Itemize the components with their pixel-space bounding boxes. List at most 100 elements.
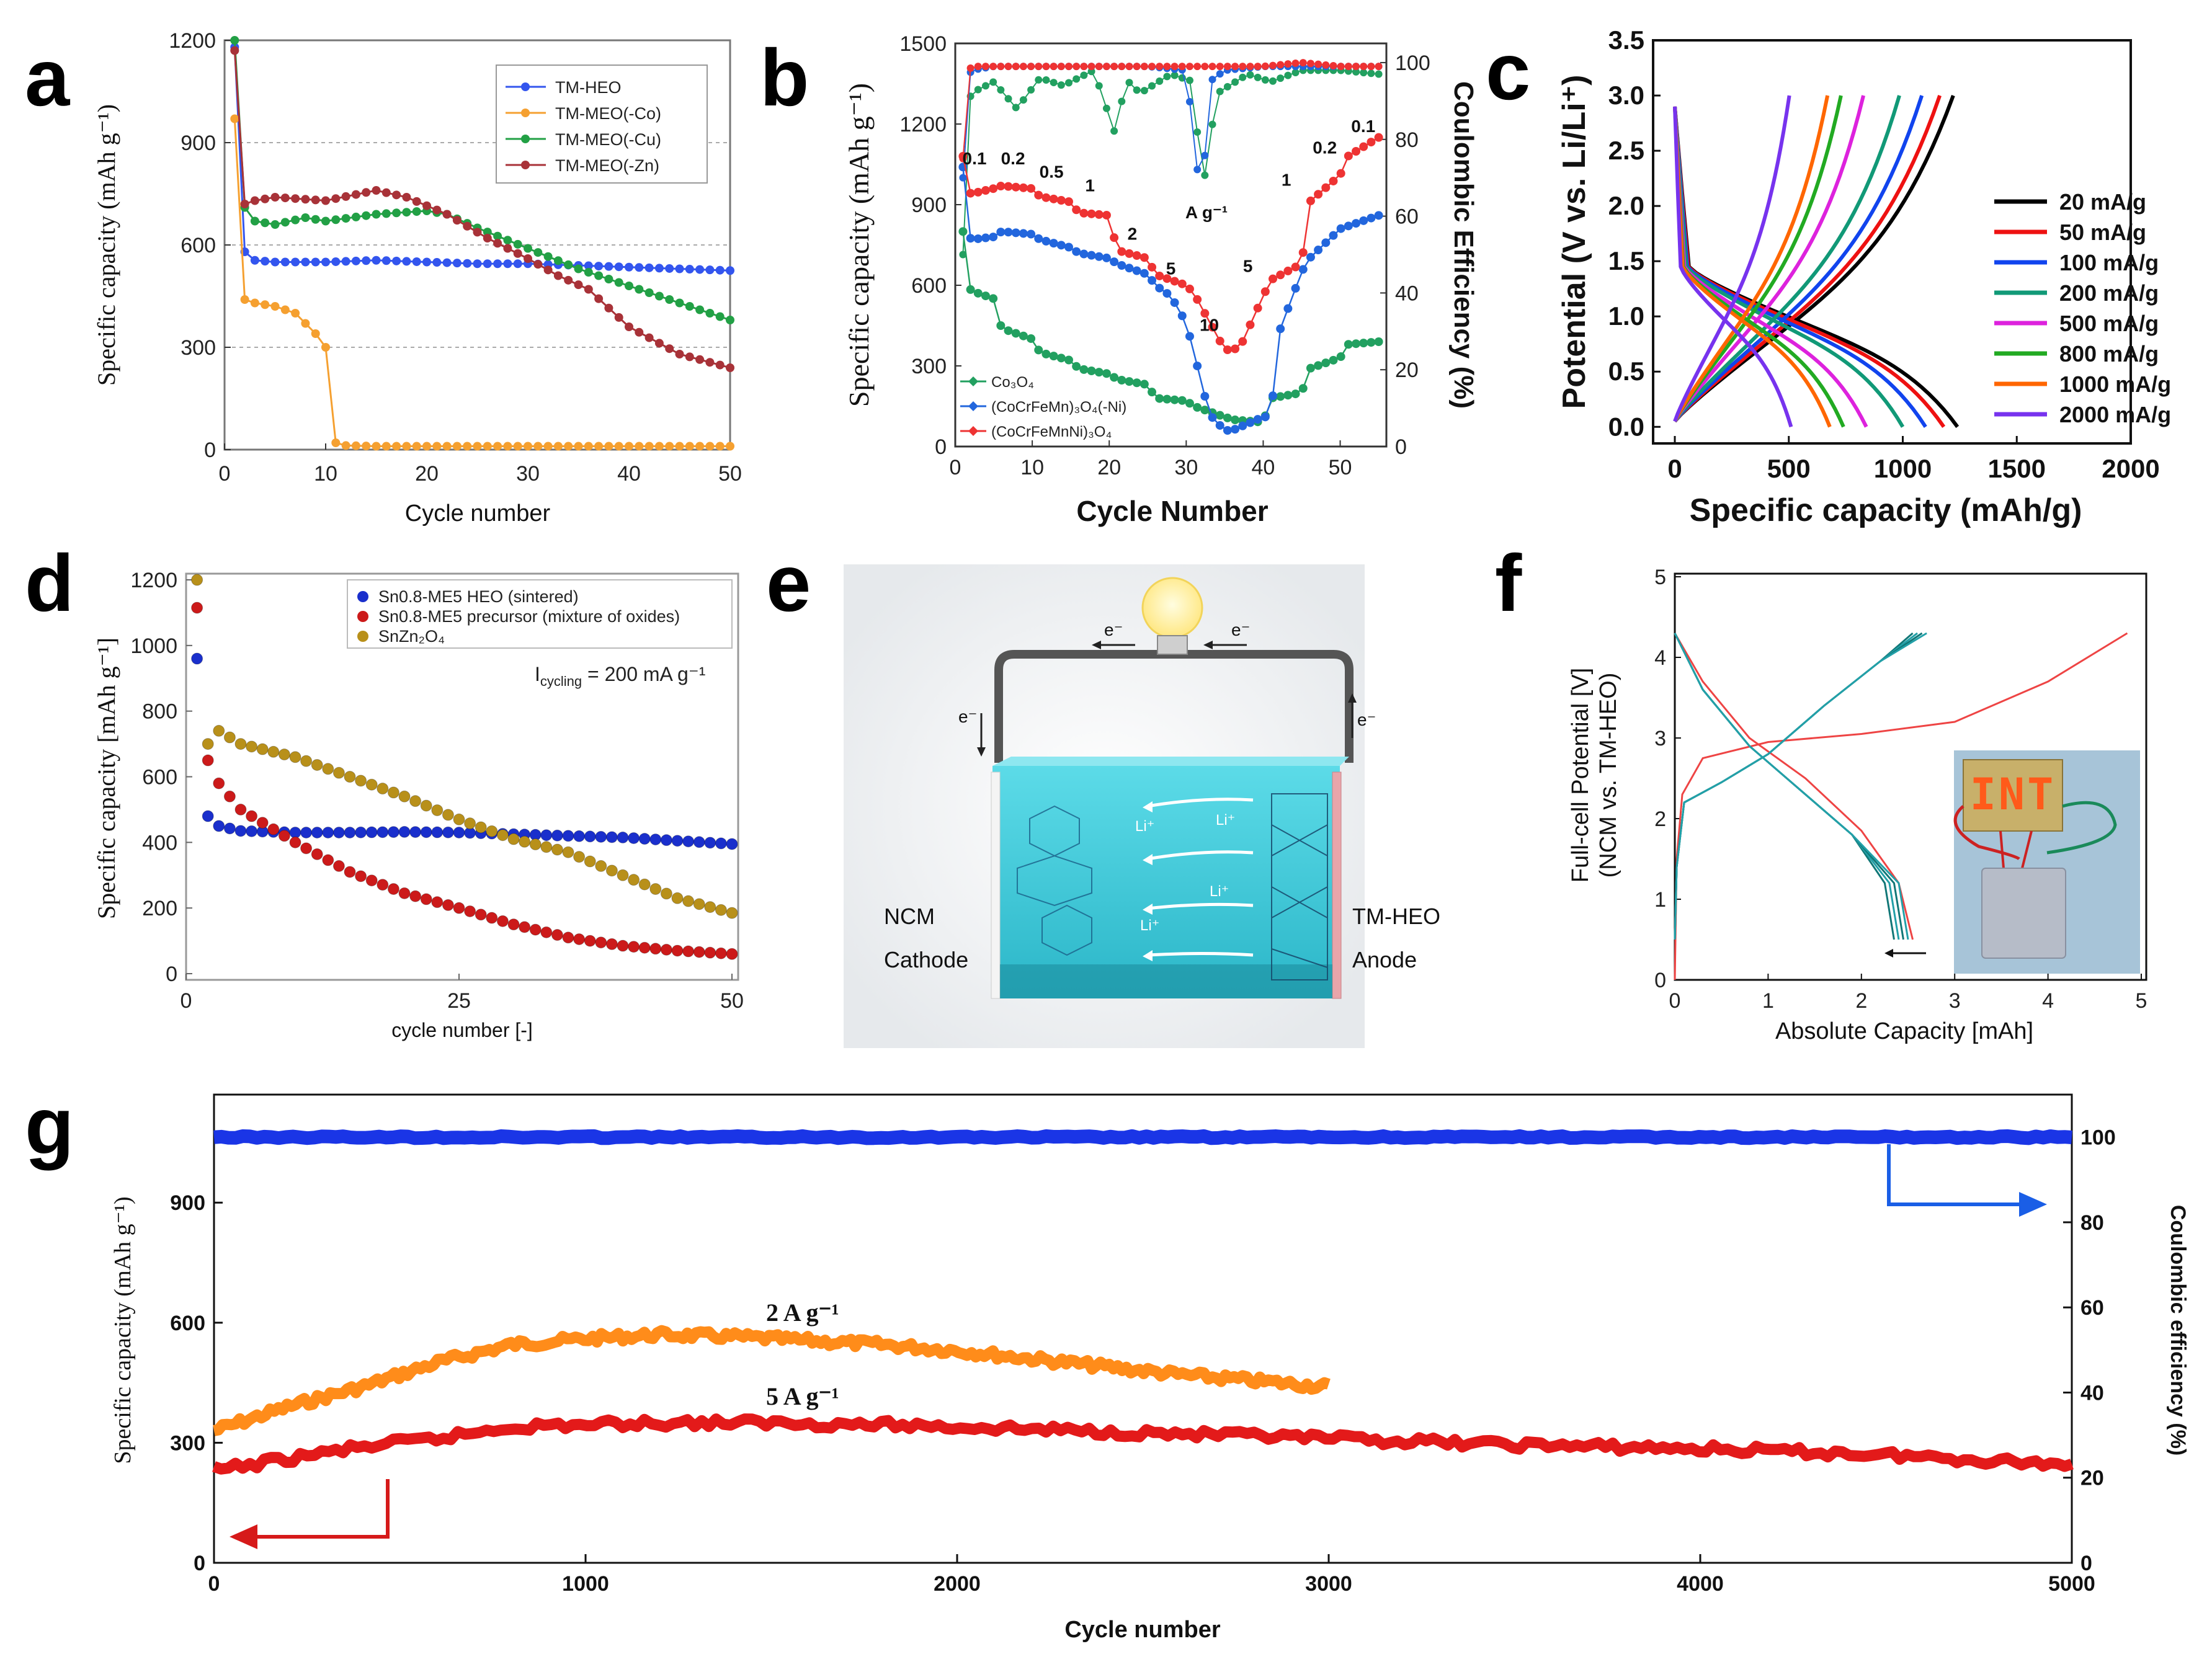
data-point	[715, 442, 725, 451]
x-tick-label: 1000	[1874, 454, 1932, 483]
data-point	[1359, 142, 1368, 151]
x-tick-label: 0	[181, 989, 192, 1013]
data-point	[715, 312, 725, 321]
anode-lattice	[1271, 793, 1328, 980]
data-point-1	[617, 940, 629, 952]
data-point-2	[387, 786, 399, 799]
legend-label: 800 mA/g	[2059, 341, 2159, 367]
data-point-2	[519, 835, 531, 848]
arrow-left-icon	[230, 1524, 257, 1549]
ce-point	[1133, 63, 1141, 71]
x-tick-label: 0	[1669, 989, 1681, 1013]
inset-wire-green	[2046, 801, 2117, 855]
data-point	[625, 262, 633, 272]
data-point-0	[453, 826, 465, 838]
data-point	[1185, 399, 1194, 408]
data-point	[412, 257, 421, 266]
data-point	[1367, 213, 1376, 223]
x-tick-label: 1000	[562, 1572, 609, 1596]
data-point	[1336, 224, 1345, 233]
ce-point	[1306, 60, 1314, 68]
data-point	[533, 248, 543, 257]
legend-label: 1000 mA/g	[2059, 371, 2171, 397]
data-point	[604, 303, 613, 313]
data-point-2	[507, 833, 520, 845]
x-tick-label: 50	[1329, 456, 1352, 479]
data-point	[422, 201, 431, 210]
data-point	[1208, 413, 1217, 422]
data-point-0	[377, 826, 389, 838]
data-point-2	[584, 855, 596, 868]
data-point-0	[562, 830, 574, 842]
x-tick-label: 0	[219, 462, 231, 486]
ce-point	[1185, 76, 1193, 84]
ce-point	[1239, 63, 1247, 71]
pouch-cell	[1981, 868, 2066, 959]
x-tick-label: 2	[1855, 989, 1867, 1013]
data-point-0	[300, 826, 313, 838]
data-point-1	[409, 890, 422, 902]
legend-marker	[521, 82, 530, 91]
data-point	[644, 442, 654, 451]
y2-tick-label: 80	[1395, 128, 1419, 152]
y2-tick-label: 40	[1395, 282, 1419, 305]
data-point	[513, 239, 522, 249]
data-point	[1177, 279, 1187, 288]
data-point	[1359, 339, 1368, 348]
discharge-curve-3	[1673, 106, 1905, 428]
data-point-0	[617, 831, 629, 843]
data-point	[1283, 391, 1293, 400]
data-point	[973, 187, 983, 197]
data-point-2	[638, 878, 651, 891]
data-point	[1027, 229, 1036, 239]
data-point-1	[660, 943, 672, 956]
data-point	[1056, 353, 1066, 363]
y-tick-label: 0.5	[1608, 357, 1644, 386]
ce-point	[1261, 76, 1269, 84]
data-point	[301, 213, 310, 222]
y2-tick-label: 20	[1395, 358, 1419, 382]
y-tick-label: 3	[1654, 727, 1666, 750]
ce-point	[1193, 63, 1202, 71]
data-point-1	[234, 803, 247, 816]
data-point	[301, 257, 310, 267]
y2-axis-label-b: Coulombic Efficiency (%)	[1448, 81, 1479, 409]
ticks-g: 0 1000 2000 3000 4000 50000300600900020406080…	[170, 1126, 2115, 1596]
data-point-1	[486, 912, 498, 924]
data-point-0	[431, 826, 444, 838]
rate-label: 5	[1243, 256, 1253, 275]
data-point	[230, 36, 239, 45]
data-point-0	[223, 822, 236, 835]
data-point	[1283, 266, 1293, 275]
data-point-2	[551, 843, 563, 856]
data-point	[614, 278, 623, 287]
data-point-0	[234, 825, 247, 837]
data-point	[351, 190, 360, 199]
y-tick-label: 600	[181, 234, 216, 257]
rate-label: 0.5	[1040, 162, 1064, 182]
ce-point	[1284, 71, 1292, 79]
data-point	[1215, 420, 1224, 430]
data-point	[614, 262, 623, 272]
data-point	[392, 442, 401, 451]
data-point	[685, 265, 694, 274]
data-point	[695, 355, 705, 364]
legend-label: 20 mA/g	[2059, 189, 2146, 215]
data-point	[1162, 274, 1172, 283]
data-point	[685, 442, 694, 451]
data-point	[574, 264, 583, 273]
data-point	[981, 233, 990, 242]
ce-point	[1337, 63, 1345, 71]
y-tick-label: 600	[911, 274, 947, 298]
data-point	[715, 360, 725, 370]
data-point	[665, 295, 674, 304]
ce-point	[1216, 70, 1224, 78]
electron-flow-arrows: e⁻ e⁻ e⁻ e⁻	[958, 620, 1376, 757]
data-point	[1321, 358, 1331, 368]
data-point	[644, 263, 654, 272]
data-point	[1110, 257, 1119, 267]
data-point	[958, 227, 968, 236]
legend-d: Sn0.8-ME5 HEO (sintered)Sn0.8-ME5 precur…	[347, 579, 733, 649]
y-tick-label: 900	[181, 131, 216, 155]
data-point	[1260, 412, 1270, 422]
